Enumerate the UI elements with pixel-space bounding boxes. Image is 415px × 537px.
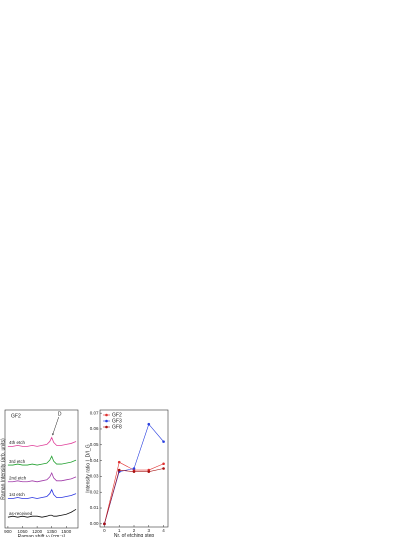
- y-tick-label: 0.03: [90, 474, 99, 479]
- data-point: [147, 470, 151, 473]
- series-line: [104, 468, 164, 524]
- x-tick-label: 1200: [32, 529, 43, 534]
- plot-frame: [4, 409, 79, 529]
- series-label: 2nd etch: [9, 475, 27, 480]
- annotation: GF2: [11, 413, 21, 419]
- series-line: [7, 436, 77, 447]
- y-axis-label: Raman Intensity (arb. units): [0, 438, 6, 500]
- data-point: [117, 460, 121, 464]
- series-line: [104, 423, 164, 524]
- legend-label: GF8: [112, 424, 122, 430]
- data-point: [162, 467, 165, 470]
- series-line: [7, 471, 77, 483]
- x-tick-label: 3: [148, 528, 151, 533]
- x-tick-label: 1350: [47, 529, 58, 534]
- y-tick-label: 0.05: [90, 442, 99, 447]
- x-tick-label: 0: [103, 528, 106, 533]
- x-tick-label: 1050: [18, 529, 29, 534]
- data-point: [162, 462, 165, 466]
- series-line: [7, 455, 77, 466]
- x-tick-label: 1: [118, 528, 121, 533]
- legend-marker: [105, 413, 108, 417]
- series-line: [7, 508, 77, 518]
- legend-marker: [105, 419, 108, 423]
- y-tick-label: 0.02: [90, 489, 99, 494]
- arrow-head: [51, 433, 54, 436]
- data-point: [147, 422, 151, 426]
- x-tick-label: 2: [133, 528, 136, 533]
- data-point: [132, 467, 136, 470]
- x-tick-label: 1500: [61, 529, 72, 534]
- x-tick-label: 4: [162, 528, 165, 533]
- annotation: D: [58, 411, 62, 417]
- data-point: [103, 522, 106, 526]
- x-axis-label: Raman shift ω (cm⁻¹): [18, 534, 66, 537]
- legend-label: GF3: [112, 418, 122, 424]
- legend-marker: [105, 425, 108, 429]
- series-label: 4th etch: [9, 440, 26, 445]
- data-point: [132, 470, 136, 473]
- x-axis-label: Nr. of etching step: [114, 533, 155, 537]
- data-point: [162, 440, 165, 443]
- y-tick-label: 0.01: [90, 505, 99, 510]
- y-tick-label: 0.07: [90, 410, 99, 415]
- y-axis-label: Intensity ratio I_D/I_G: [85, 444, 91, 492]
- x-tick-label: 900: [4, 529, 12, 534]
- series-label: 3rd etch: [9, 459, 26, 464]
- y-tick-label: 0.00: [90, 521, 99, 526]
- data-point: [117, 468, 121, 472]
- y-tick-label: 0.04: [90, 458, 99, 463]
- annotation-arrow: [52, 416, 59, 435]
- y-tick-label: 0.06: [90, 426, 99, 431]
- series-label: 1st etch: [9, 492, 25, 497]
- series-label: as-received: [9, 511, 33, 516]
- legend-label: GF2: [112, 412, 122, 418]
- series-line: [7, 488, 77, 499]
